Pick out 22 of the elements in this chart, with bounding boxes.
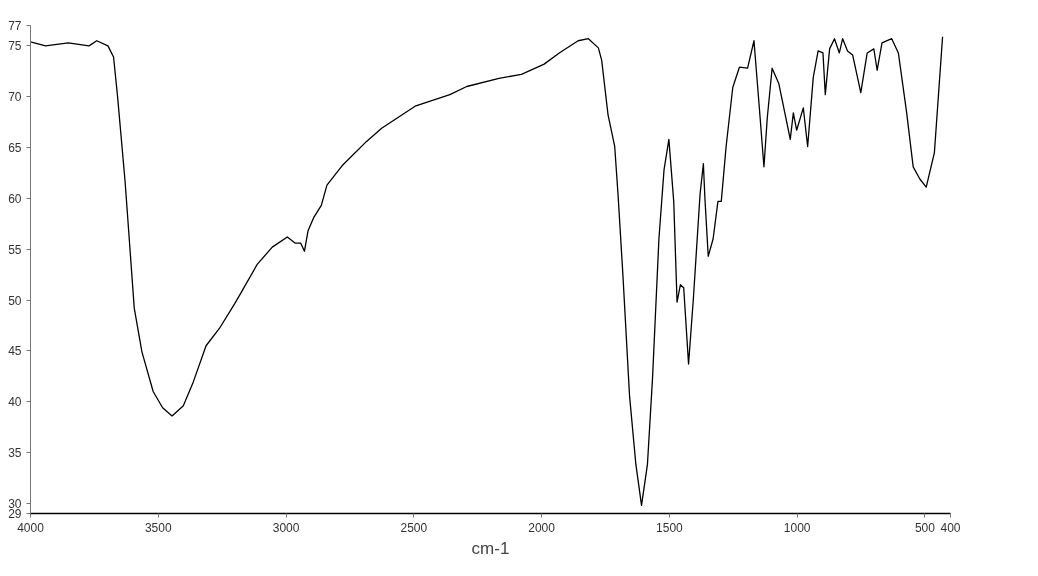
y-tick-label: 70 bbox=[8, 90, 22, 105]
x-tick-label: 1000 bbox=[783, 520, 811, 535]
x-tick-label: 3000 bbox=[272, 520, 300, 535]
x-tick-label: 2500 bbox=[400, 520, 428, 535]
x-tick-label: 4000 bbox=[17, 520, 45, 535]
y-tick-label: 75 bbox=[8, 39, 22, 54]
y-tick-label: 77 bbox=[8, 19, 22, 33]
y-tick-label: 35 bbox=[8, 446, 22, 460]
x-tick-label: 1500 bbox=[656, 520, 684, 535]
line-series bbox=[30, 36, 944, 507]
x-tick-label: 500 bbox=[914, 520, 936, 535]
y-tick-label: 65 bbox=[8, 141, 22, 155]
y-tick-label: 29 bbox=[8, 507, 22, 521]
x-tick-label: 400 bbox=[940, 520, 961, 535]
y-tick-label: 50 bbox=[8, 293, 22, 308]
x-axis-title: cm-1 bbox=[471, 538, 510, 558]
y-tick-label: 45 bbox=[8, 344, 22, 359]
y-tick-label: 55 bbox=[8, 242, 22, 257]
y-tick-label: 40 bbox=[8, 395, 22, 410]
x-tick-label: 3500 bbox=[144, 520, 172, 535]
y-tick-label: 60 bbox=[8, 191, 22, 206]
x-tick-label: 2000 bbox=[528, 520, 556, 535]
